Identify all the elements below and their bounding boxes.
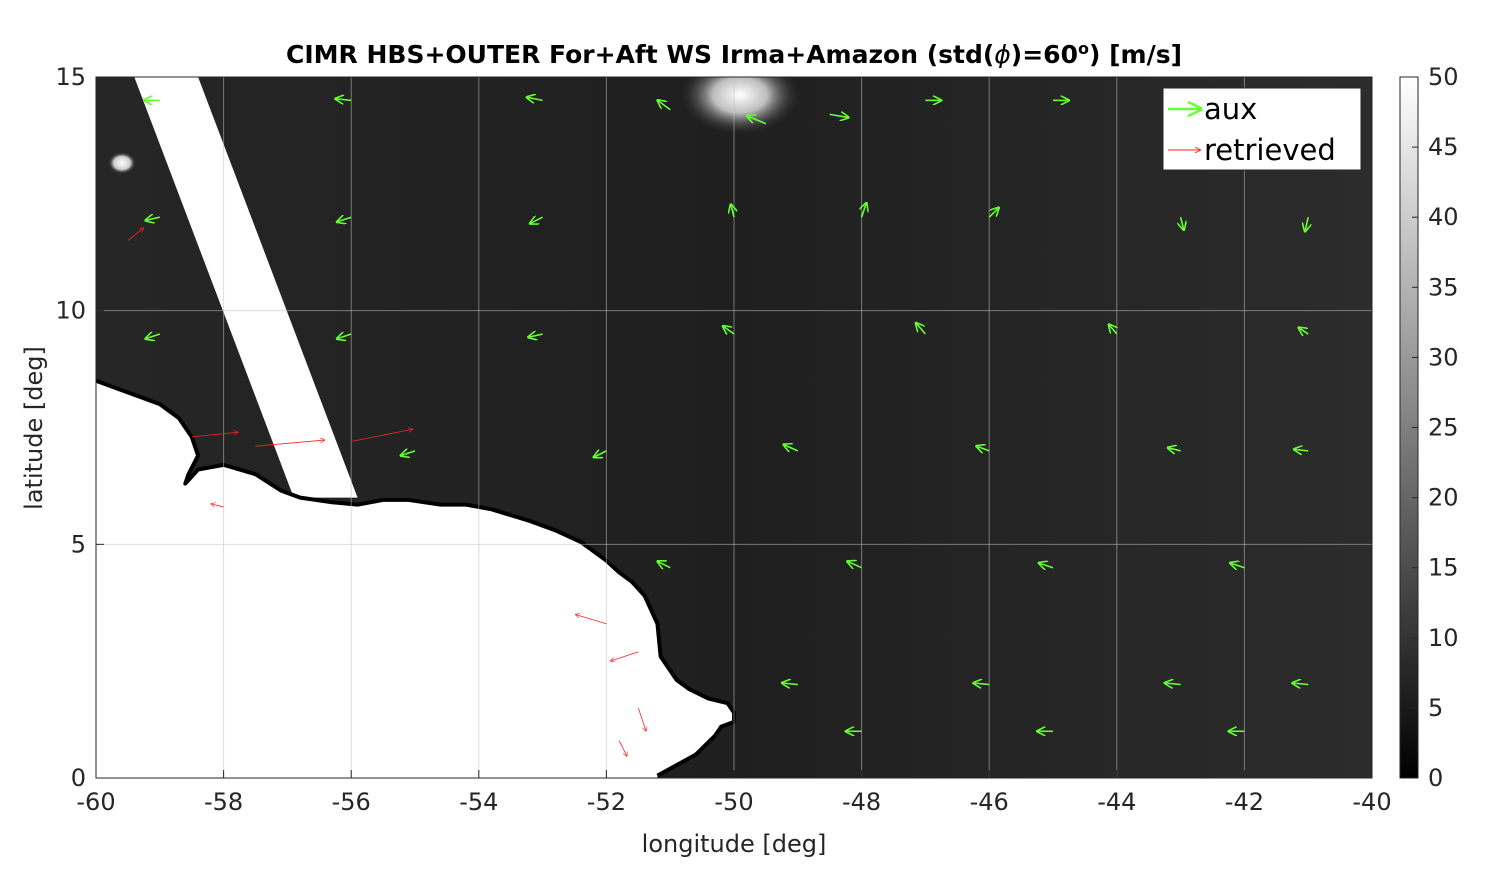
aux-vector [848, 562, 862, 568]
retrieved-vector [576, 615, 607, 625]
aux-vector [723, 326, 735, 334]
aux-vector [401, 451, 416, 456]
colorbar-tick-label: 35 [1428, 273, 1459, 301]
retrieved-vector [611, 651, 639, 661]
y-tick-label: 15 [55, 63, 86, 91]
colorbar-tick-label: 25 [1428, 414, 1459, 442]
retrieved-vector [637, 707, 646, 731]
hurricane-eye-glow [680, 77, 800, 135]
y-axis-label: latitude [deg] [20, 346, 48, 510]
retrieved-vector [211, 504, 224, 508]
aux-vector [829, 114, 848, 117]
aux-vector [337, 334, 352, 339]
colorbar-tick-label: 15 [1428, 554, 1459, 582]
aux-vector [336, 99, 352, 101]
aux-vector [977, 446, 990, 451]
colorbar-tick-label: 20 [1428, 484, 1459, 512]
retrieved-vector [255, 440, 325, 447]
colorbar: 0 5 10 15 20 25 30 35 40 45 50 [1399, 63, 1459, 792]
x-tick-label: -58 [204, 788, 243, 816]
x-tick-label: -56 [332, 788, 371, 816]
small-blob [108, 152, 136, 174]
aux-vector [731, 205, 734, 218]
x-tick-label: -60 [76, 788, 115, 816]
aux-vector [862, 203, 867, 218]
x-tick-label: -46 [970, 788, 1009, 816]
aux-vector [337, 217, 352, 222]
x-tick-label: -50 [714, 788, 753, 816]
aux-vector [527, 97, 543, 100]
aux-vector [1231, 563, 1245, 568]
aux-vector [658, 101, 671, 111]
legend: aux retrieved [1162, 87, 1362, 171]
x-tick-label: -44 [1097, 788, 1136, 816]
aux-vector [916, 323, 927, 335]
aux-vector [146, 334, 161, 339]
x-axis-label: longitude [deg] [642, 830, 827, 858]
aux-vector [748, 116, 767, 125]
retrieved-vector [127, 228, 143, 241]
aux-vector [529, 334, 543, 337]
retrieved-vector [191, 432, 238, 438]
colorbar-tick-label: 10 [1428, 624, 1459, 652]
retrieved-vector [351, 429, 412, 442]
aux-vector [1168, 448, 1181, 451]
coastline [96, 378, 736, 778]
x-tick-label: -42 [1225, 788, 1264, 816]
y-tick-label: 5 [71, 530, 86, 558]
legend-aux-label: aux [1204, 92, 1257, 126]
land-mask [96, 380, 734, 778]
colorbar-tick-label: 0 [1428, 764, 1443, 792]
aux-vector [1181, 217, 1184, 229]
aux-vector [784, 445, 799, 451]
aux-vector [974, 683, 990, 685]
legend-retrieved-label: retrieved [1204, 133, 1336, 167]
aux-vector [146, 217, 160, 220]
no-data-swath [134, 77, 358, 498]
aux-vector [594, 451, 607, 457]
aux-vector [530, 217, 543, 223]
y-tick-label: 0 [71, 764, 86, 792]
aux-vector [1299, 328, 1309, 334]
aux-vector [1109, 325, 1117, 335]
chart-title: CIMR HBS+OUTER For+Aft WS Irma+Amazon (s… [286, 39, 1182, 70]
colorbar-tick-label: 5 [1428, 694, 1443, 722]
y-tick-label: 10 [55, 297, 86, 325]
plot-area [96, 77, 1372, 778]
x-tick-label: -40 [1352, 788, 1391, 816]
aux-vector [658, 562, 671, 568]
aux-vector [782, 683, 798, 685]
x-tick-label: -52 [587, 788, 626, 816]
x-tick-label: -54 [459, 788, 498, 816]
aux-vector [1293, 683, 1309, 685]
aux-vector [1039, 563, 1054, 568]
aux-vector [1294, 449, 1309, 451]
aux-vector [1165, 683, 1181, 685]
x-tick-label: -48 [842, 788, 881, 816]
aux-vector [1305, 217, 1308, 231]
aux-vector [988, 208, 998, 218]
retrieved-vector [618, 740, 627, 756]
colorbar-tick-label: 30 [1428, 343, 1459, 371]
colorbar-tick-label: 45 [1428, 133, 1459, 161]
colorbar-tick-label: 50 [1428, 63, 1459, 91]
colorbar-tick-label: 40 [1428, 203, 1459, 231]
